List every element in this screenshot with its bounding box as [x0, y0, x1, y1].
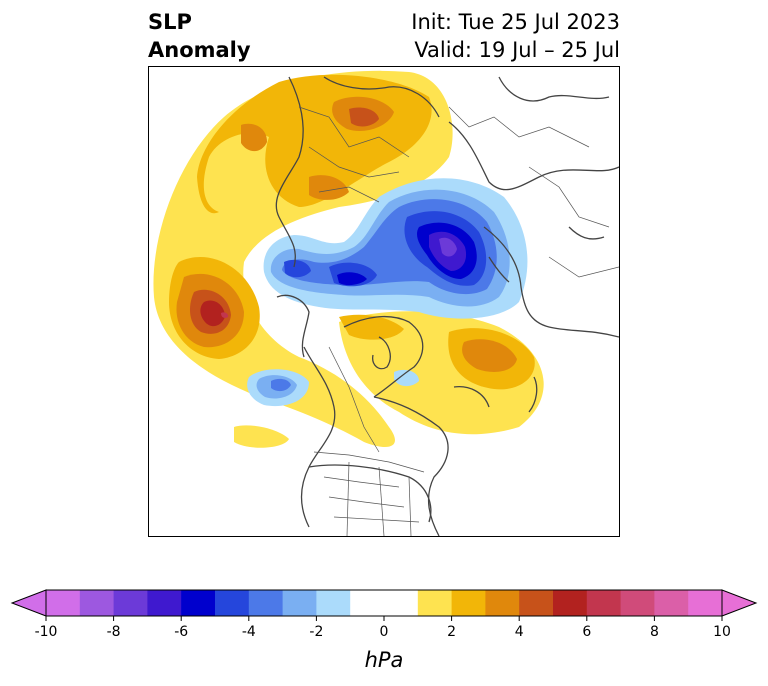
colorbar-swatch — [553, 590, 588, 616]
coastline — [448, 121, 619, 191]
colorbar-tick-label: 4 — [515, 624, 524, 640]
border — [378, 466, 385, 536]
positive-anomaly-region — [234, 425, 289, 448]
border — [548, 256, 619, 278]
positive-anomaly-region — [309, 175, 349, 200]
colorbar-swatch — [248, 590, 284, 616]
colorbar-tick-label: -2 — [309, 624, 323, 640]
colorbar-swatch — [384, 590, 419, 616]
colorbar-extend-low — [10, 589, 47, 617]
coastline — [453, 386, 490, 408]
colorbar-swatch — [147, 590, 182, 616]
negative-anomaly-region — [284, 259, 311, 278]
positive-anomaly-region — [349, 107, 379, 127]
colorbar-tick-label: -4 — [242, 624, 256, 640]
colorbar-swatch — [350, 590, 385, 616]
title-line-2: Anomaly — [148, 38, 251, 62]
title-line-1: SLP — [148, 10, 192, 34]
positive-anomaly-region — [221, 312, 229, 318]
colorbar-swatch — [282, 590, 317, 616]
negative-anomaly-region — [271, 378, 291, 392]
coastline — [276, 294, 310, 358]
anomaly-field — [247, 178, 528, 407]
border — [328, 346, 380, 453]
colorbar-swatch — [181, 590, 216, 616]
colorbar-swatch — [46, 590, 81, 616]
anomaly-field — [153, 70, 544, 448]
slp-anomaly-map — [148, 66, 620, 537]
colorbar-tick-label: -10 — [35, 624, 58, 640]
colorbar-swatch — [688, 590, 723, 616]
colorbar-swatch — [316, 590, 351, 616]
border — [318, 186, 380, 203]
colorbar-swatch — [451, 590, 486, 616]
negative-anomaly-region — [337, 272, 367, 286]
colorbar-tick-label: 0 — [380, 624, 389, 640]
colorbar-swatch — [417, 590, 453, 616]
political-borders — [298, 106, 619, 536]
coastline — [323, 76, 440, 118]
colorbar-swatch — [113, 590, 148, 616]
colorbar-tick-label: -8 — [107, 624, 121, 640]
positive-anomaly-region — [462, 339, 517, 372]
colorbar-tick-label: -6 — [174, 624, 188, 640]
map-subtitle: Init: Tue 25 Jul 2023 Valid: 19 Jul – 25… — [411, 8, 620, 64]
coastline — [373, 396, 449, 536]
border — [448, 106, 590, 148]
colorbar-tick-label: 6 — [582, 624, 591, 640]
negative-anomaly-region — [394, 369, 419, 387]
colorbar-swatch — [654, 590, 689, 616]
colorbar: -10 -8 -6 -4 -2 0 2 4 6 8 10 — [10, 589, 758, 640]
border — [333, 516, 420, 523]
positive-anomaly-region — [241, 123, 267, 152]
coastline — [528, 376, 538, 413]
border — [308, 146, 400, 178]
positive-anomaly-region — [339, 314, 404, 340]
valid-range: Valid: 19 Jul – 25 Jul — [414, 38, 620, 62]
coastline — [275, 76, 304, 268]
map-canvas — [153, 70, 619, 536]
border — [313, 451, 425, 473]
coastline — [498, 76, 610, 102]
coastline — [343, 315, 424, 398]
colorbar-swatch — [586, 590, 622, 616]
border — [328, 496, 405, 508]
border — [298, 106, 410, 158]
border — [528, 166, 610, 228]
border — [408, 476, 412, 536]
colorbar-tick-label: 2 — [447, 624, 456, 640]
colorbar-swatch — [215, 590, 250, 616]
coastline — [483, 226, 619, 338]
coastline — [488, 256, 510, 283]
colorbar-unit-label: hPa — [364, 648, 404, 672]
map-title: SLP Anomaly — [148, 8, 251, 64]
colorbar-swatch — [620, 590, 655, 616]
colorbar-swatch — [79, 590, 115, 616]
colorbar-swatch — [519, 590, 554, 616]
coastline — [568, 226, 605, 240]
colorbar-swatch — [485, 590, 520, 616]
colorbar-tick-label: 8 — [650, 624, 659, 640]
colorbar-tick-label: 10 — [713, 624, 731, 640]
border — [346, 461, 350, 536]
coastline — [300, 346, 336, 528]
negative-anomaly-region — [439, 237, 457, 257]
positive-anomaly-region — [200, 300, 225, 327]
coastlines — [275, 76, 619, 536]
colorbar-extend-high — [721, 589, 758, 617]
coastline — [308, 464, 432, 523]
coastline — [372, 336, 391, 370]
border — [323, 476, 400, 488]
init-date: Init: Tue 25 Jul 2023 — [411, 10, 620, 34]
